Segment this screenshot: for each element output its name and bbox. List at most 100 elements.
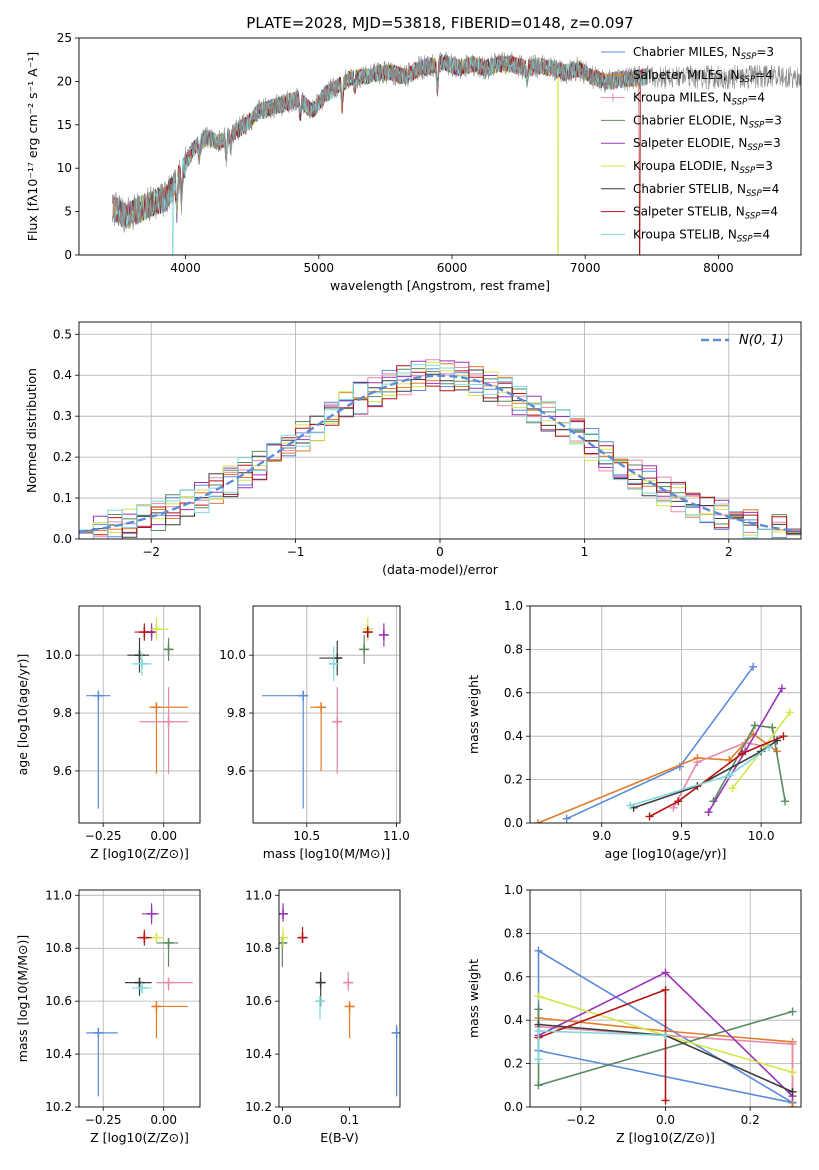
- spectrum-panel: 4000 5000 6000 7000 8000 0 5 10 15 20 25 wavelength…: [25, 31, 802, 293]
- x-tick-label: −1: [287, 545, 305, 559]
- y-tick-label: 0.4: [504, 729, 523, 743]
- weight-line-salpeter-stelib: [649, 735, 784, 818]
- x-axis-label: (data-model)/error: [382, 562, 499, 577]
- errorbar-point-kroupa-elodie: [151, 932, 164, 943]
- axes-frame: [78, 37, 802, 256]
- errorbar-point-chabrier-elodie: [156, 937, 179, 967]
- y-tick-label: 0.6: [504, 970, 523, 984]
- x-tick-label: −0.25: [85, 829, 122, 843]
- errorbar-point-salpeter-elodie: [378, 623, 389, 647]
- errorbar-point-kroupa-stelib: [328, 646, 339, 682]
- errorbar-point-salpeter-miles: [310, 702, 327, 771]
- y-tick-label: 0.4: [53, 368, 72, 382]
- normal-curve-line: [79, 374, 799, 533]
- x-tick-label: 11.0: [383, 829, 410, 843]
- metallicity-age-panel: −0.25 0.00 9.6 9.8 10.0 Z [log10(Z/Z⊙)] age [l…: [15, 605, 201, 861]
- x-tick-label: 7000: [570, 261, 601, 275]
- axes-frame: [78, 605, 201, 824]
- weight-marker: [785, 708, 794, 717]
- y-tick-label: 0.0: [53, 532, 72, 546]
- axes-frame: [78, 321, 802, 540]
- y-tick-label: 0.6: [504, 686, 523, 700]
- y-tick-label: 0.2: [504, 773, 523, 787]
- weight-marker: [674, 797, 683, 806]
- weight-marker: [693, 758, 702, 767]
- residuals-panel: −2 −1 0 1 2 0.0 0.1 0.2 0.3 0.4 0.5 (data-model)/er…: [24, 321, 802, 577]
- x-axis-label: age [log10(age/yr)]: [605, 846, 727, 861]
- errorbar-point-chabrier-elodie: [359, 634, 370, 664]
- errorbar-point-salpeter-elodie: [279, 903, 289, 922]
- errorbar-point-salpeter-elodie: [141, 903, 159, 925]
- y-tick-label: 10.2: [245, 1100, 272, 1114]
- y-tick-label: 0.3: [53, 409, 72, 423]
- errorbar-point-chabrier-miles: [261, 690, 309, 809]
- weight-marker: [738, 749, 747, 758]
- weight-marker: [779, 732, 788, 741]
- y-tick-label: 0: [64, 248, 72, 262]
- weight-marker: [765, 743, 774, 752]
- x-tick-label: 4000: [170, 261, 201, 275]
- weight-marker: [533, 819, 542, 823]
- errorbar-point-kroupa-miles: [156, 977, 193, 991]
- y-tick-label: 10.8: [245, 941, 272, 955]
- legend-label: Kroupa MILES, NSSP=4: [633, 91, 765, 108]
- errorbar-point-chabrier-miles: [86, 1027, 118, 1097]
- age_weight-plot-area: [530, 606, 801, 823]
- y-tick-label: 9.6: [227, 764, 246, 778]
- weight-marker: [626, 801, 635, 810]
- x-axis-label: E(B-V): [320, 1130, 359, 1145]
- y-tick-label: 15: [57, 118, 72, 132]
- y-tick-label: 10.4: [45, 1047, 72, 1061]
- errorbar-point-kroupa-miles: [343, 972, 354, 991]
- legend-label: Salpeter MILES, NSSP=4: [633, 68, 773, 85]
- errorbar-point-chabrier-stelib: [319, 640, 343, 676]
- errorbar-point-salpeter-stelib: [134, 623, 155, 641]
- weight-marker: [534, 946, 543, 955]
- axes-frame: [78, 889, 201, 1108]
- errorbar-point-chabrier-stelib: [127, 637, 150, 673]
- z_weight-plot-area: [530, 890, 801, 1107]
- x-tick-label: 0.0: [656, 1113, 675, 1127]
- x-tick-label: −0.25: [85, 1113, 122, 1127]
- weight-marker: [750, 721, 759, 730]
- y-axis-label: mass weight: [466, 959, 481, 1038]
- weight-marker: [788, 1087, 797, 1096]
- x-axis-label: Z [log10(Z/Z⊙)]: [616, 1130, 715, 1145]
- y-tick-label: 9.6: [53, 764, 72, 778]
- weight-marker: [534, 992, 543, 1001]
- x-tick-label: −2: [142, 545, 160, 559]
- errorbar-point-salpeter-stelib: [297, 927, 308, 943]
- errorbar-point-chabrier-stelib: [124, 977, 152, 996]
- weight-line-kroupa-miles: [672, 741, 770, 809]
- errorbar-point-kroupa-stelib: [132, 652, 152, 676]
- axes-frame: [278, 889, 401, 1108]
- y-tick-label: 11.0: [45, 888, 72, 902]
- errorbar-point-kroupa-elodie: [151, 617, 169, 641]
- x-tick-label: 0.00: [150, 1113, 177, 1127]
- y-tick-label: 10.6: [245, 994, 272, 1008]
- y-tick-label: 10: [57, 161, 72, 175]
- legend-label: Kroupa STELIB, NSSP=4: [633, 227, 770, 244]
- age-weight-panel: 9.0 9.5 10.0 0.0 0.2 0.4 0.6 0.8 1.0 age [log10(a…: [466, 599, 802, 861]
- y-tick-label: 0.0: [504, 1100, 523, 1114]
- y-tick-label: 9.8: [227, 706, 246, 720]
- errorbar-point-kroupa-stelib: [132, 982, 152, 994]
- metallicity-weight-panel: −0.2 0.0 0.2 0.0 0.2 0.4 0.6 0.8 1.0 Z [log10(Z/Z…: [466, 883, 802, 1145]
- spectrum-line-salpeter-miles: [112, 55, 649, 228]
- axes-frame: [529, 889, 802, 1108]
- y-tick-label: 10.0: [45, 648, 72, 662]
- x-tick-label: 9.5: [672, 829, 691, 843]
- legend-label: N(0, 1): [739, 333, 784, 348]
- x-tick-label: 10.0: [748, 829, 775, 843]
- weight-marker: [534, 1005, 543, 1014]
- x-tick-label: 0: [436, 545, 444, 559]
- errorbar-point-salpeter-miles: [151, 1001, 188, 1039]
- weight-line-chabrier-elodie: [712, 724, 786, 802]
- residuals-plot-area: [79, 322, 801, 539]
- x-tick-label: 0.0: [273, 1113, 292, 1127]
- y-tick-label: 1.0: [504, 599, 523, 613]
- weight-marker: [725, 771, 734, 780]
- legend-label: Chabrier STELIB, NSSP=4: [633, 182, 779, 199]
- y-tick-label: 10.6: [45, 994, 72, 1008]
- errorbar-point-chabrier-elodie: [163, 637, 174, 661]
